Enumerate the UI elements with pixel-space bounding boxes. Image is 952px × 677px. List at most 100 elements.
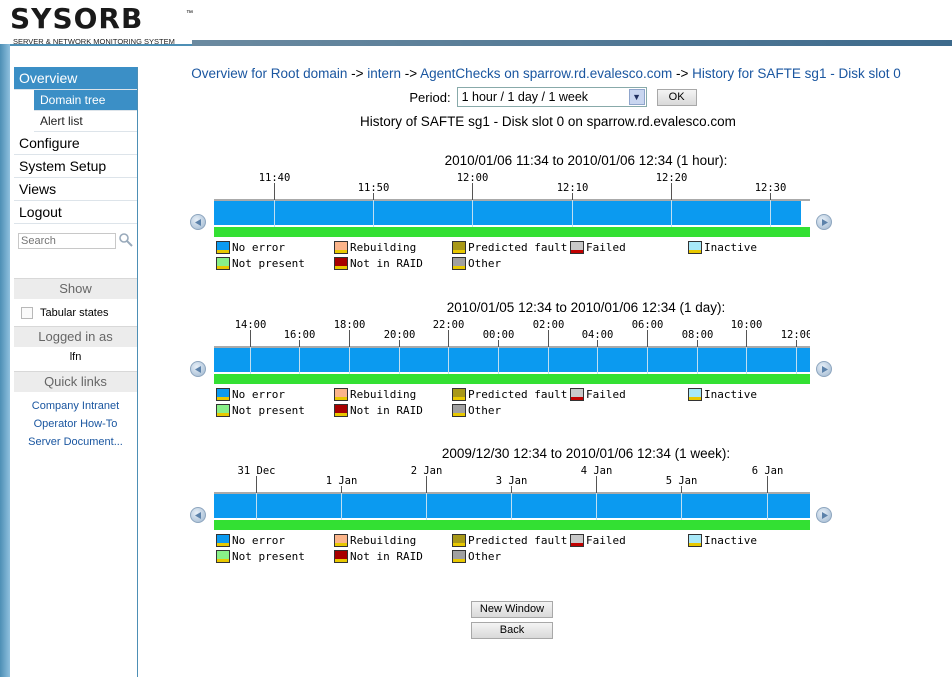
presence-bar <box>214 374 810 384</box>
breadcrumb-intern[interactable]: intern <box>367 66 402 81</box>
tick-label: 18:00 <box>334 319 366 331</box>
legend-swatch <box>334 403 348 417</box>
legend-swatch <box>216 549 230 563</box>
legend-item: Not present <box>216 255 305 271</box>
legend-swatch <box>452 533 466 547</box>
tick-label: 6 Jan <box>752 465 784 477</box>
legend-label: No error <box>232 387 285 401</box>
ok-button[interactable]: OK <box>656 88 697 106</box>
quicklink-operator-howto[interactable]: Operator How-To <box>33 418 118 430</box>
legend-item: Inactive <box>688 239 757 255</box>
timeline-title: 2010/01/06 11:34 to 2010/01/06 12:34 (1 … <box>444 153 728 168</box>
period-row: Period: 1 hour / 1 day / 1 week ▼ OK <box>140 86 952 108</box>
previous-period-icon[interactable] <box>190 507 206 523</box>
state-bar-segment <box>214 348 810 372</box>
nav-configure[interactable]: Configure <box>14 132 137 155</box>
legend-swatch <box>334 387 348 401</box>
period-select[interactable]: 1 hour / 1 day / 1 week ▼ <box>456 87 647 107</box>
legend-swatch <box>216 240 230 254</box>
history-timeline: 2010/01/06 11:34 to 2010/01/06 12:34 (1 … <box>190 153 950 283</box>
breadcrumb-separator: -> <box>347 66 368 81</box>
legend-label: Predicted fault <box>468 533 568 547</box>
legend-swatch <box>688 240 702 254</box>
tick-label: 08:00 <box>682 329 714 341</box>
legend-item: Rebuilding <box>334 532 416 548</box>
state-legend: No error Rebuilding Predicted fault Failed I… <box>216 532 796 566</box>
legend-swatch <box>570 387 584 401</box>
nav-alert-list[interactable]: Alert list <box>34 111 137 132</box>
next-period-icon[interactable] <box>816 361 832 377</box>
breadcrumb-history[interactable]: History for SAFTE sg1 - Disk slot 0 <box>692 66 901 81</box>
tick-label: 12:00 <box>781 329 810 341</box>
breadcrumb-agentchecks[interactable]: AgentChecks on sparrow.rd.evalesco.com <box>420 66 673 81</box>
legend-swatch <box>570 533 584 547</box>
new-window-button[interactable]: New Window <box>471 601 553 618</box>
search-input[interactable] <box>18 233 116 249</box>
logo-trademark: ™ <box>186 10 193 17</box>
legend-label: Not present <box>232 403 305 417</box>
main-content: Overview for Root domain -> intern -> Ag… <box>140 46 952 677</box>
tabular-states-option[interactable]: Tabular states <box>14 299 137 326</box>
breadcrumb: Overview for Root domain -> intern -> Ag… <box>140 66 952 81</box>
legend-item: Inactive <box>688 386 757 402</box>
quicklink-server-documents[interactable]: Server Document... <box>28 436 123 448</box>
quick-links-heading: Quick links <box>14 371 137 392</box>
timeline-chart: 14:00 16:00 18:00 20:00 22:00 00:00 02:00 04:00… <box>214 319 810 384</box>
logo-tagline: SERVER & NETWORK MONITORING SYSTEM <box>13 37 175 46</box>
tick-label: 4 Jan <box>581 465 613 477</box>
username: lfn <box>69 351 82 363</box>
legend-swatch <box>452 256 466 270</box>
legend-label: Other <box>468 403 502 417</box>
tick-label: 06:00 <box>632 319 664 331</box>
legend-swatch <box>688 387 702 401</box>
legend-swatch <box>334 549 348 563</box>
tick-label: 20:00 <box>384 329 416 341</box>
nav-logout[interactable]: Logout <box>14 201 137 224</box>
nav-system-setup[interactable]: System Setup <box>14 155 137 178</box>
nav-views[interactable]: Views <box>14 178 137 201</box>
legend-label: Other <box>468 549 502 563</box>
quick-links: Company Intranet Operator How-To Server … <box>14 392 137 451</box>
legend-label: Inactive <box>704 240 757 254</box>
legend-swatch <box>452 403 466 417</box>
search-box <box>14 228 137 252</box>
history-timeline: 2009/12/30 12:34 to 2010/01/06 12:34 (1 … <box>190 446 950 576</box>
tabular-states-label: Tabular states <box>40 306 109 319</box>
show-heading: Show <box>14 278 137 299</box>
legend-item: Other <box>452 548 501 564</box>
legend-swatch <box>216 256 230 270</box>
legend-label: Other <box>468 256 502 270</box>
tick-label: 1 Jan <box>326 475 358 487</box>
next-period-icon[interactable] <box>816 214 832 230</box>
tick-label: 16:00 <box>284 329 316 341</box>
tabular-states-checkbox[interactable] <box>21 306 33 319</box>
tick-label: 12:00 <box>457 172 489 184</box>
quicklink-company-intranet[interactable]: Company Intranet <box>31 400 120 412</box>
legend-label: Failed <box>586 240 626 254</box>
legend-label: Not present <box>232 256 305 270</box>
breadcrumb-root[interactable]: Overview for Root domain <box>191 66 348 81</box>
previous-period-icon[interactable] <box>190 361 206 377</box>
chevron-down-icon[interactable]: ▼ <box>628 89 645 105</box>
nav-domain-tree[interactable]: Domain tree <box>34 90 137 111</box>
legend-item: No error <box>216 239 285 255</box>
previous-period-icon[interactable] <box>190 214 206 230</box>
legend-label: Inactive <box>704 387 757 401</box>
next-period-icon[interactable] <box>816 507 832 523</box>
nav-overview[interactable]: Overview <box>14 67 137 90</box>
back-button[interactable]: Back <box>471 622 553 639</box>
tick-label: 11:50 <box>358 182 390 194</box>
legend-item: Not in RAID <box>334 402 423 418</box>
timeline-chart: 11:40 11:50 12:00 12:10 12:20 12:30 <box>214 172 810 237</box>
legend-swatch <box>334 240 348 254</box>
legend-label: Inactive <box>704 533 757 547</box>
legend-item: Other <box>452 402 501 418</box>
sysorb-logo: SYSORB ™ SERVER & NETWORK MONITORING SYS… <box>10 4 200 47</box>
breadcrumb-separator: -> <box>401 66 421 81</box>
presence-bar <box>214 520 810 530</box>
search-icon[interactable] <box>118 232 134 248</box>
timeline-chart: 31 Dec 1 Jan 2 Jan 3 Jan 4 Jan 5 Jan 6 Jan <box>214 465 810 530</box>
timeline-title: 2010/01/05 12:34 to 2010/01/06 12:34 (1 … <box>446 300 726 315</box>
legend-swatch <box>216 403 230 417</box>
legend-item: Not present <box>216 402 305 418</box>
